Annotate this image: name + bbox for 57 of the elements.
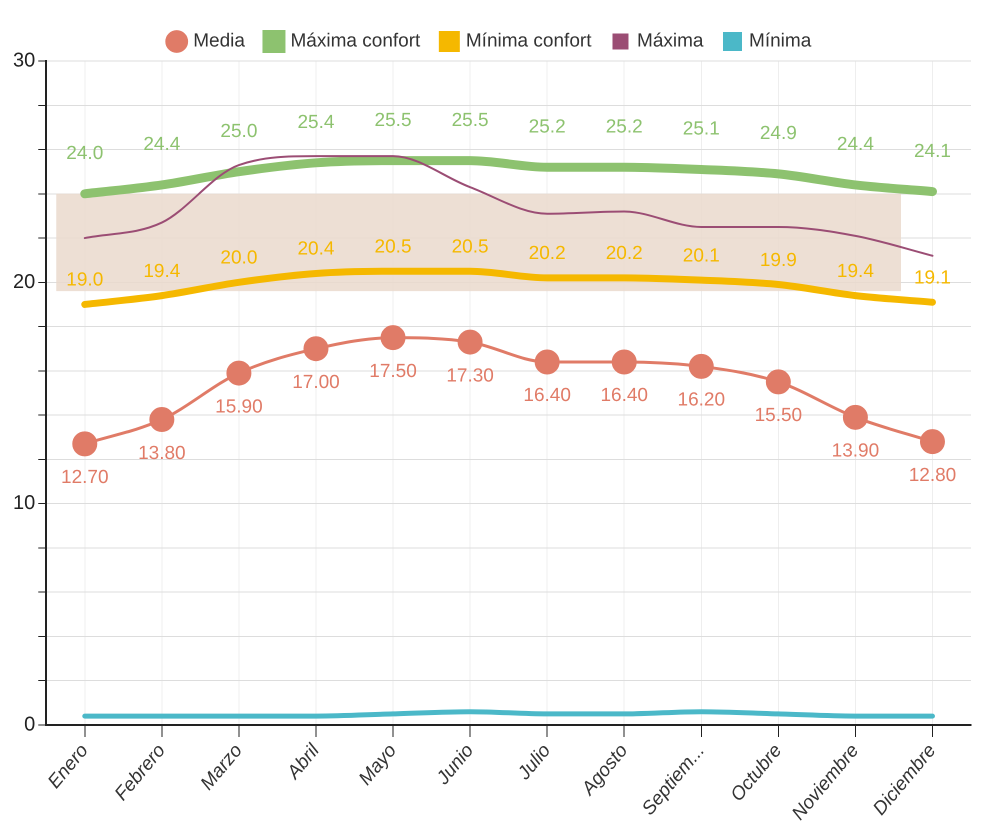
point: [766, 369, 791, 394]
data-label: 25.5: [452, 110, 489, 131]
y-tick-label: 20: [12, 270, 36, 293]
data-label: 24.9: [760, 123, 797, 144]
legend-label: Máxima: [636, 30, 704, 52]
legend-label: Media: [193, 30, 246, 52]
data-label: 15.50: [754, 405, 802, 426]
point: [534, 350, 560, 374]
data-label: 19.4: [836, 260, 874, 282]
legend-label: Máxima confort: [290, 30, 422, 52]
data-label: 25.4: [297, 112, 335, 134]
y-tick-label: 0: [24, 713, 36, 736]
data-label: 17.30: [446, 365, 494, 386]
data-label: 13.90: [832, 440, 880, 462]
data-label: 19.1: [914, 267, 951, 288]
data-label: 25.2: [528, 116, 566, 138]
point: [149, 407, 174, 432]
data-label: 17.00: [292, 372, 340, 393]
data-label: 17.50: [369, 360, 417, 382]
y-tick-label: 10: [12, 492, 36, 514]
point: [72, 431, 98, 456]
data-label: 12.70: [61, 467, 109, 488]
point: [303, 336, 328, 362]
point: [842, 404, 868, 430]
data-label: 20.1: [682, 245, 720, 266]
data-label: 25.5: [374, 110, 412, 131]
point: [226, 360, 252, 386]
data-label: 20.4: [297, 238, 335, 260]
point: [920, 429, 945, 454]
data-label: 13.80: [138, 442, 186, 464]
point: [612, 350, 637, 374]
data-label: 20.5: [452, 236, 489, 258]
data-label: 24.0: [66, 143, 104, 164]
data-label: 25.0: [220, 120, 258, 142]
data-label: 12.80: [908, 464, 956, 486]
point: [380, 325, 406, 350]
data-label: 16.20: [678, 390, 726, 411]
data-label: 19.0: [66, 270, 104, 291]
data-label: 15.90: [215, 396, 263, 418]
legend-label: Mínima confort: [466, 30, 592, 52]
data-label: 19.4: [143, 260, 181, 282]
data-label: 20.2: [606, 243, 643, 264]
point: [688, 354, 714, 379]
data-label: 25.1: [682, 118, 720, 140]
data-label: 24.4: [143, 134, 181, 156]
point: [458, 330, 483, 355]
y-tick-label: 30: [12, 50, 36, 72]
data-label: 24.1: [914, 140, 951, 162]
data-label: 24.4: [836, 134, 874, 156]
data-label: 20.0: [220, 248, 258, 269]
data-label: 20.5: [374, 236, 412, 258]
data-label: 16.40: [600, 385, 648, 406]
legend-label: Mínima: [749, 30, 812, 52]
data-label: 19.9: [760, 250, 797, 271]
data-label: 16.40: [523, 385, 571, 406]
data-label: 20.2: [528, 243, 566, 264]
data-label: 25.2: [606, 116, 643, 138]
